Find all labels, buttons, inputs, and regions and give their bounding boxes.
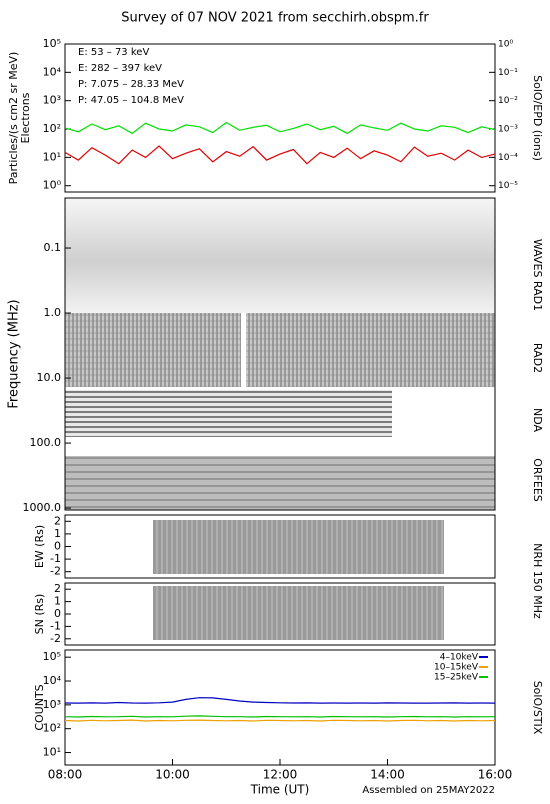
y-tick-label: 2 — [54, 582, 61, 595]
y-tick-label: 10.0 — [37, 371, 62, 384]
legend-label: E: 282 – 397 keV — [78, 63, 162, 74]
y-tick-label: 1 — [54, 595, 61, 608]
y-tick-label: 0 — [54, 540, 61, 553]
right-label: WAVES RAD1 — [531, 239, 544, 311]
rad1-image — [65, 198, 495, 313]
y2-tick-label: 10⁻³ — [498, 125, 518, 135]
right-label: SolO/EPD (ions) — [531, 75, 544, 161]
y-tick-label: 1.0 — [44, 306, 62, 319]
y-tick-label: 10⁰ — [43, 179, 62, 192]
y-axis-label: Frequency (MHz) — [7, 299, 22, 408]
series-line — [64, 719, 496, 722]
x-tick-label: 16:00 — [478, 768, 513, 782]
y-axis-label: SN (Rs) — [33, 594, 46, 635]
y-tick-label: -2 — [50, 632, 61, 645]
series-line — [64, 121, 496, 135]
series-line — [64, 697, 496, 704]
y-tick-label: 0 — [54, 607, 61, 620]
right-label: RAD2 — [531, 343, 544, 373]
series-line — [64, 715, 496, 718]
y-tick-label: 10⁴ — [43, 674, 62, 687]
orfees-image — [65, 456, 495, 510]
y-axis-label: EW (Rs) — [33, 525, 46, 568]
y2-tick-label: 10⁻² — [498, 96, 518, 106]
legend-label: P: 47.05 – 104.8 MeV — [78, 95, 184, 106]
y-axis-label: Electrons — [19, 92, 32, 143]
legend-label: P: 7.075 – 28.33 MeV — [78, 79, 184, 90]
y-tick-label: 10⁵ — [43, 37, 61, 50]
y-tick-label: -1 — [50, 552, 61, 565]
y-tick-label: 10³ — [43, 698, 61, 711]
y-tick-label: 10⁴ — [43, 65, 62, 78]
y-axis-label: COUNTS — [33, 684, 46, 730]
y2-tick-label: 10⁻⁴ — [498, 153, 518, 163]
y-tick-label: 10⁵ — [43, 650, 61, 663]
right-label: NRH 150 MHz — [531, 543, 544, 619]
footer: Assembled on 25MAY2022 — [362, 785, 495, 796]
nrh-sn-image — [153, 586, 444, 640]
y-tick-label: 1 — [54, 527, 61, 540]
x-tick-label: 08:00 — [48, 768, 83, 782]
legend-label: 15–25keV — [434, 673, 479, 683]
right-label: ORFEES — [531, 458, 544, 502]
right-label: SolO/STIX — [531, 681, 544, 735]
legend-label: 10–15keV — [434, 663, 479, 673]
y-tick-label: 10² — [43, 722, 61, 735]
y-tick-label: -1 — [50, 619, 61, 632]
y-tick-label: 2 — [54, 514, 61, 527]
right-label: NDA — [531, 408, 544, 433]
x-axis-label: Time (UT) — [250, 783, 310, 797]
y-tick-label: 10² — [43, 122, 61, 135]
y-axis-label: Particles/(s cm2 sr MeV) — [7, 52, 20, 185]
chart-title: Survey of 07 NOV 2021 from secchirh.obsp… — [121, 11, 429, 26]
x-tick-label: 14:00 — [370, 768, 405, 782]
x-tick-label: 12:00 — [263, 768, 298, 782]
panel-frame — [64, 43, 496, 193]
rad2-gap — [241, 313, 246, 387]
y2-tick-label: 10⁰ — [498, 40, 513, 50]
rad2-image — [65, 313, 495, 387]
nda-image — [65, 390, 392, 437]
panel-frame — [64, 197, 496, 511]
y-tick-label: 10³ — [43, 94, 61, 107]
y-tick-label: 100.0 — [30, 436, 62, 449]
y-tick-label: 0.1 — [44, 241, 62, 254]
y2-tick-label: 10⁻¹ — [498, 68, 518, 78]
y-tick-label: -2 — [50, 565, 61, 578]
panel-frame — [64, 649, 496, 766]
y2-tick-label: 10⁻⁵ — [498, 181, 518, 191]
legend-label: 4–10keV — [440, 653, 479, 663]
legend-label: E: 53 – 73 keV — [78, 47, 149, 58]
y-tick-label: 10¹ — [43, 150, 61, 163]
nrh-ew-image — [153, 520, 444, 574]
x-tick-label: 10:00 — [155, 768, 190, 782]
y-tick-label: 1000.0 — [23, 501, 62, 514]
y-tick-label: 10¹ — [43, 746, 61, 759]
series-line — [64, 145, 496, 165]
